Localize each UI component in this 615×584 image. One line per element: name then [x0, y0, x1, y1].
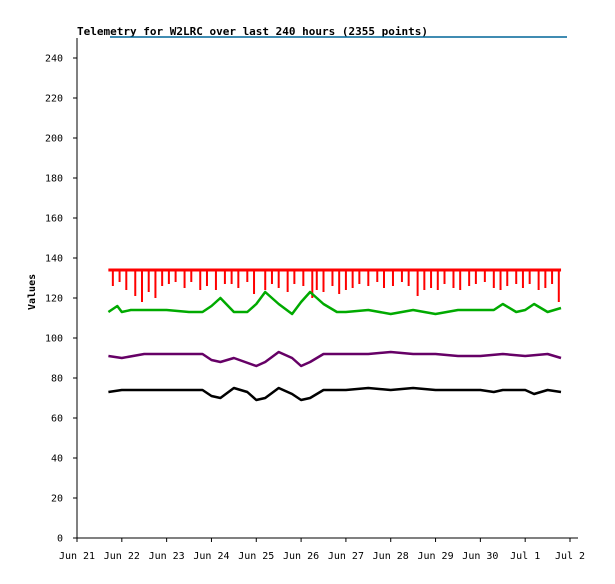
y-tick-label: 180: [45, 174, 63, 185]
y-tick-label: 200: [45, 134, 63, 145]
y-tick-label: 120: [45, 294, 63, 305]
x-tick-label: Jun 28: [373, 551, 409, 562]
axes-group: 0 20 40 60 80 100 120 140 160 180 200 220 240 Jun 21 J…: [45, 36, 585, 562]
series-3-line: [108, 350, 562, 368]
x-tick-label: Jun 24: [193, 551, 229, 562]
x-tick-label: Jun 30: [462, 551, 498, 562]
x-tick-label: Jun 23: [149, 551, 185, 562]
chart-title: Telemetry for W2LRC over last 240 hours …: [77, 25, 428, 38]
x-tick-label: Jun 26: [283, 551, 319, 562]
y-tick-label: 60: [51, 414, 63, 425]
x-tick-label: Jul 1: [510, 551, 540, 562]
y-tick-label: 220: [45, 94, 63, 105]
series-2-line: [107, 290, 562, 316]
y-tick-label: 40: [51, 454, 63, 465]
series-layer: [107, 268, 562, 402]
x-tick-label: Jun 22: [104, 551, 140, 562]
x-tick-label: Jun 29: [417, 551, 453, 562]
y-tick-label: 160: [45, 214, 63, 225]
y-tick-label: 0: [57, 534, 63, 545]
x-tick-label: Jul 2: [555, 551, 585, 562]
x-tick-label: Jun 25: [238, 551, 274, 562]
y-tick-label: 140: [45, 254, 63, 265]
series-4-line: [108, 386, 562, 402]
y-tick-label: 240: [45, 54, 63, 65]
x-tick-label: Jun 21: [59, 551, 95, 562]
y-tick-label: 20: [51, 494, 63, 505]
y-axis-label: Values: [27, 274, 38, 310]
y-tick-label: 100: [45, 334, 63, 345]
x-tick-label: Jun 27: [328, 551, 364, 562]
y-tick-label: 80: [51, 374, 63, 385]
